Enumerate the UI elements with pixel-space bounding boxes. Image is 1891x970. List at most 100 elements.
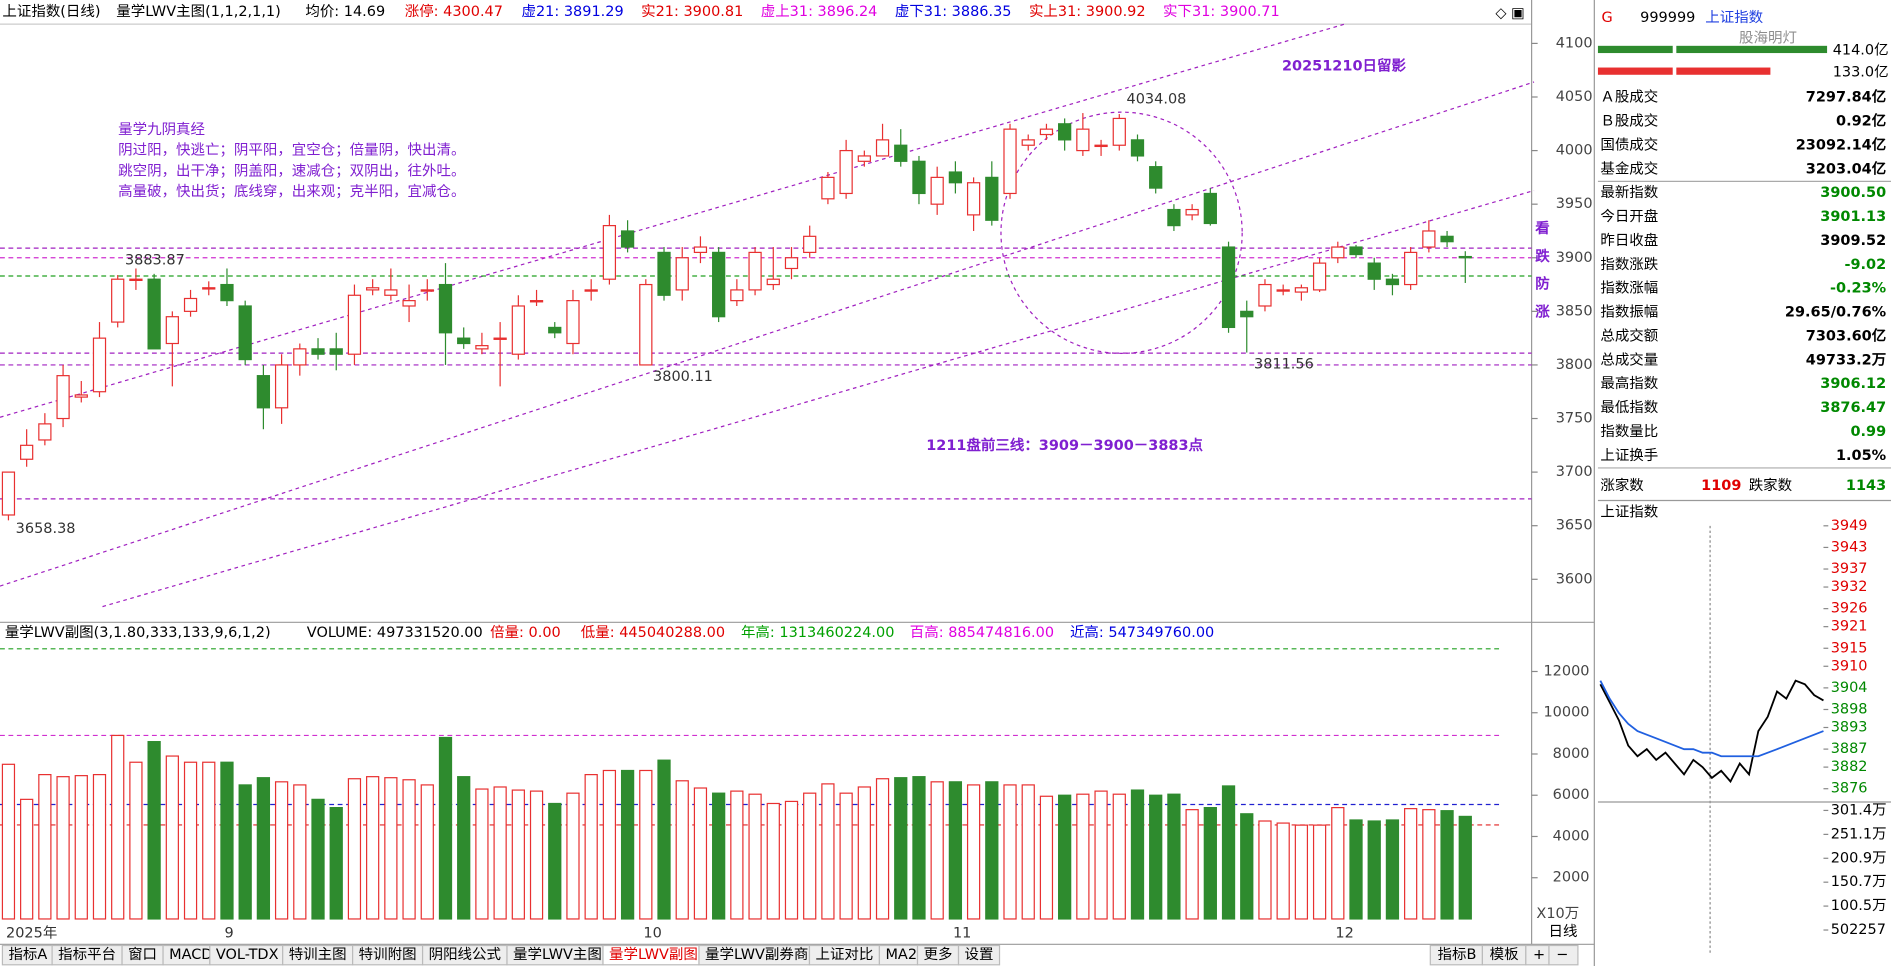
quote-value: 1109: [1701, 478, 1741, 494]
quote-value: 1143: [1846, 478, 1886, 494]
volume-bar: [1404, 808, 1418, 920]
volume-bar: [347, 778, 362, 920]
candle-body: [111, 278, 125, 323]
volume-bar: [748, 793, 762, 920]
y-tick-label: 8000: [1553, 746, 1590, 762]
channel-line: [0, 23, 1345, 418]
annotation: 跌: [1535, 248, 1550, 265]
tab-label[interactable]: 上证对比: [815, 946, 873, 963]
candle-body: [1203, 192, 1217, 225]
volume-bar: [402, 779, 416, 920]
volume-bar: [1385, 819, 1400, 920]
candle-body: [857, 155, 871, 162]
y-tick-label: 10000: [1543, 705, 1589, 721]
tab-label[interactable]: VOL-TDX: [216, 947, 279, 963]
quote-value: 3203.04亿: [1806, 159, 1886, 177]
candle-body: [1, 471, 16, 516]
volume-bar: [620, 769, 635, 920]
y-tick-label: 3950: [1556, 196, 1593, 212]
quote-label: Ｂ股成交: [1600, 112, 1658, 130]
candle-body: [803, 235, 817, 254]
tab-label[interactable]: +: [1533, 947, 1545, 963]
tab-label[interactable]: 量学LWV主图: [513, 946, 602, 963]
candle-body: [274, 364, 289, 409]
candle-body: [730, 289, 744, 302]
tab[interactable]: [957, 944, 1001, 966]
tab-label[interactable]: 量学LWV副券商: [705, 946, 808, 963]
tab-label[interactable]: MA2: [885, 947, 917, 963]
y-tick-label: 3800: [1556, 357, 1593, 373]
tab-label[interactable]: 指标平台: [58, 946, 116, 963]
candle-body: [693, 246, 708, 254]
y-tick-label: 4100: [1556, 35, 1593, 51]
stock-code: 999999: [1640, 10, 1695, 26]
y-tick-label: 502257: [1831, 922, 1886, 938]
candle-body: [1276, 289, 1290, 292]
annotation: 看: [1535, 220, 1549, 237]
quote-label: Ａ股成交: [1600, 88, 1658, 106]
volume-bar: [329, 807, 343, 920]
candle-body: [366, 287, 380, 291]
info-text: 量学LWV主图(1,1,2,1,1): [116, 3, 281, 20]
volume-bar: [1258, 820, 1272, 920]
candle-body: [1021, 139, 1035, 146]
volume-bar: [457, 776, 471, 920]
volume-bar: [384, 777, 398, 920]
tab-label[interactable]: 指标A: [8, 946, 47, 963]
quote-value: 49733.2万: [1806, 351, 1886, 368]
volume-bar: [202, 761, 216, 920]
volume-bar: [875, 778, 890, 920]
candle-body: [183, 297, 198, 312]
volume-bar: [493, 786, 507, 920]
info-text: 量学LWV副图(3,1.80,333,133,9,6,1,2): [5, 624, 271, 641]
y-tick-label: 3876: [1831, 781, 1868, 797]
panel-title: 上证指数: [1600, 504, 1658, 521]
candle-body: [311, 348, 325, 355]
candle-body: [1185, 208, 1199, 216]
tab-label[interactable]: −: [1556, 947, 1568, 963]
tab-label[interactable]: 更多: [924, 946, 953, 963]
y-tick-label: 3750: [1556, 411, 1593, 427]
quote-label: 最高指数: [1600, 375, 1658, 392]
tab-label[interactable]: MACD: [169, 947, 212, 963]
icon[interactable]: ◇ ▣: [1495, 5, 1524, 21]
candle-body: [56, 375, 70, 420]
candle-body: [948, 171, 963, 184]
period-label[interactable]: 日线: [1548, 923, 1577, 940]
candle-body: [675, 257, 689, 291]
candle-body: [839, 149, 853, 195]
quote-value: 0.99: [1850, 424, 1886, 440]
tab-label[interactable]: 窗口: [128, 945, 157, 963]
candle-body: [657, 251, 671, 296]
quote-label: 最新指数: [1600, 184, 1658, 201]
volume-bar: [1185, 809, 1199, 920]
volume-bar: [183, 761, 198, 920]
candle-body: [475, 345, 489, 350]
tab-label[interactable]: 设置: [965, 946, 994, 963]
volume-bar: [657, 759, 671, 920]
candle-body: [584, 289, 598, 292]
channel: [0, 23, 1535, 608]
candle-body: [748, 251, 762, 291]
tab-label[interactable]: 阴阳线公式: [429, 946, 501, 963]
quote-value: 23092.14亿: [1796, 135, 1886, 153]
volume-bar: [438, 736, 453, 920]
y-tick-label: 3915: [1831, 640, 1868, 656]
x-tick-label: 2025年: [6, 924, 57, 941]
quote-value: 7297.84亿: [1806, 88, 1886, 106]
candle-body: [256, 375, 271, 409]
y-tick-label: 2000: [1553, 870, 1590, 886]
tab-label[interactable]: 特训主图: [289, 946, 347, 963]
tab-label[interactable]: 量学LWV副图: [609, 946, 698, 963]
tab-label[interactable]: 指标B: [1438, 946, 1477, 963]
tab[interactable]: [1548, 944, 1579, 966]
x-tick-label: 10: [643, 925, 661, 941]
volume-bar: [1312, 824, 1327, 920]
tab-label[interactable]: 模板: [1490, 945, 1519, 963]
candle-body: [966, 182, 981, 216]
volume-bar: [475, 788, 489, 920]
y-tick-label: 100.5万: [1831, 898, 1887, 914]
info-text: 上证指数(日线): [2, 3, 100, 20]
tab-label[interactable]: 特训附图: [359, 946, 417, 963]
volume-bar: [712, 792, 726, 920]
